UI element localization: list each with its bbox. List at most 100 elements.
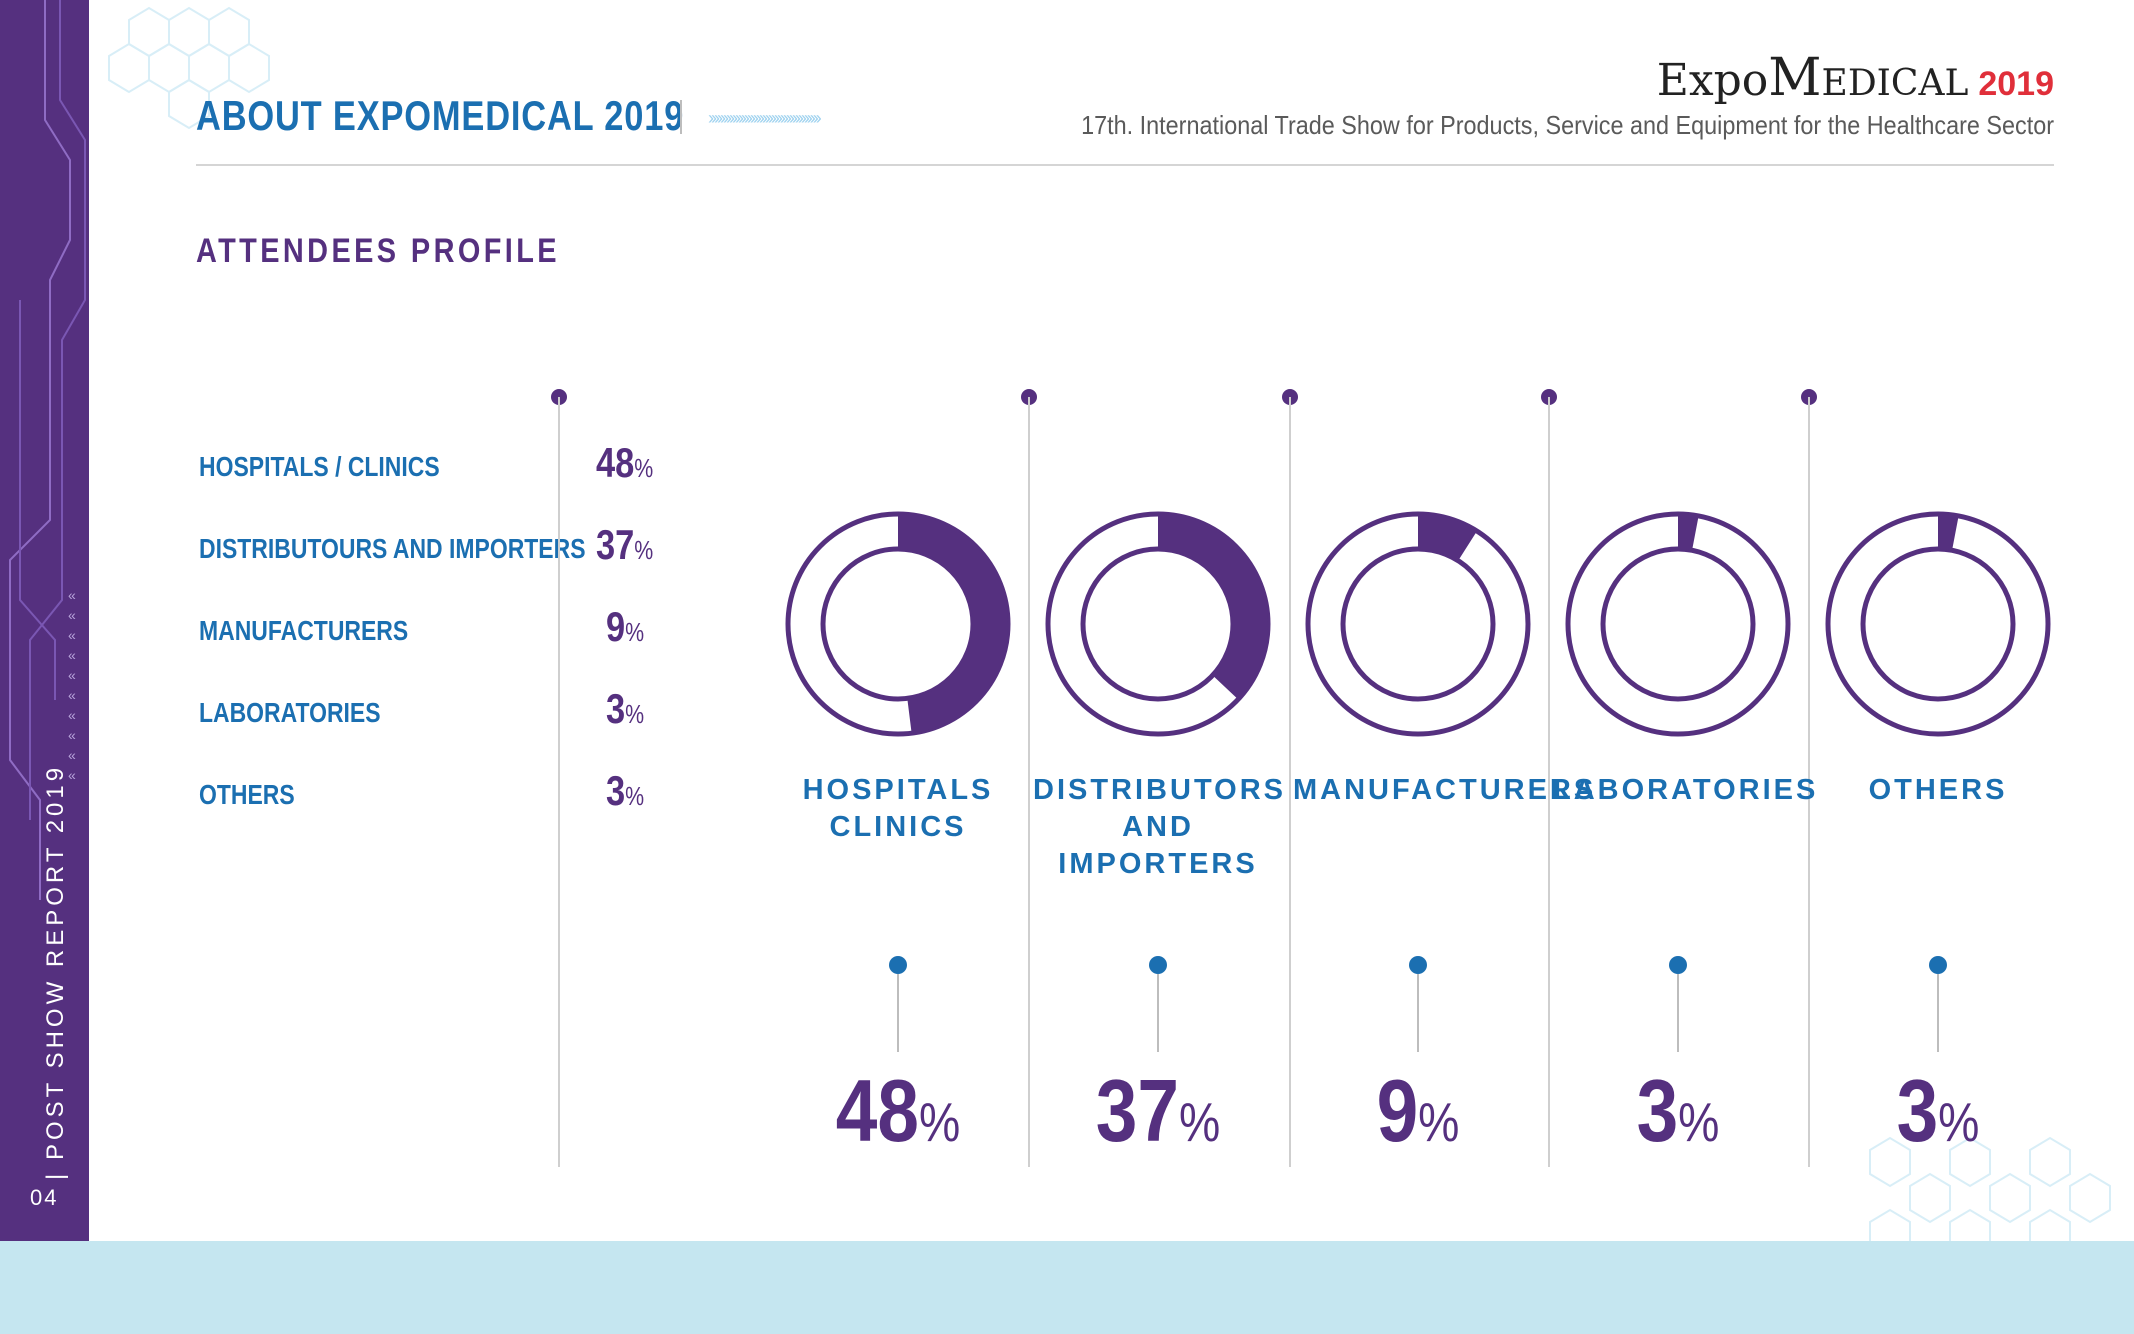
donut-slice [1308,514,1528,734]
list-value-number: 48 [596,439,635,486]
donut-inner-ring [820,546,976,702]
svg-text:«: « [68,767,76,783]
value-marker-dot [1669,956,1687,974]
list-value: 9% [606,603,644,651]
svg-text:«: « [68,607,76,623]
donut-label: LABORATORIES [1553,772,1819,809]
list-value-number: 9 [606,603,626,650]
svg-text:«: « [68,727,76,743]
hexagon-decoration-top [108,6,270,130]
donut-outer-ring [1305,511,1531,737]
donut-value: 3% [1572,1060,1785,1162]
list-label: MANUFACTURERS [199,615,409,646]
donut-value: 37% [1052,1060,1265,1162]
list-value-unit: % [634,453,654,483]
list-label: DISTRIBUTOURS AND IMPORTERS [199,533,586,564]
list-value-unit: % [625,617,645,647]
header-subtitle: 17th. International Trade Show for Produ… [1081,110,2054,140]
expomedical-logo: ExpoMedical 2019 [1656,48,2054,108]
svg-text:«: « [68,647,76,663]
donut-chart [1305,511,1531,737]
donut-label-line: HOSPITALS [802,774,994,806]
list-value: 3% [606,685,644,733]
donut-value-unit: % [1178,1092,1221,1153]
column-divider-line [1548,397,1550,1167]
donut-value-number: 9 [1376,1061,1419,1160]
value-marker-dot [1929,956,1947,974]
list-label: OTHERS [199,779,295,810]
page-title: ABOUT EXPOMEDICAL 2019 [196,92,685,139]
value-marker-dot [1149,956,1167,974]
value-marker-stem [897,974,899,1052]
svg-text:«: « [68,687,76,703]
list-label: HOSPITALS / CLINICS [199,451,440,482]
donut-value-unit: % [1938,1092,1980,1153]
donut-slice [1568,514,1788,734]
donut-chart [1825,511,2051,737]
sidebar: « « « « « « « « « « |POST SHOW REPORT 2019 [0,0,89,1241]
donut-label-line: MANUFACTURERS [1293,774,1597,806]
donut-label-line: DISTRIBUTORS [1033,774,1286,806]
donut-value: 48% [792,1060,1005,1162]
value-marker-dot [1409,956,1427,974]
column-divider-line [1808,397,1810,1167]
chevron-arrows-icon: ››››››››››››››››››››››››››››››››››››› [708,108,822,128]
list-value-number: 3 [606,767,626,814]
header-divider [680,100,682,134]
donut-chart [1045,511,1271,737]
column-divider-line [1028,397,1030,1167]
circuit-decoration: « « « « « « « « « « [9,0,86,900]
donut-value-number: 48 [835,1061,919,1160]
donut-label: DISTRIBUTORS AND IMPORTERS [1033,772,1283,883]
value-marker-stem [1417,974,1419,1052]
svg-text:«: « [68,587,76,603]
list-value: 48% [596,439,653,487]
list-value-number: 3 [606,685,626,732]
donut-value-number: 3 [1636,1061,1679,1160]
value-marker-dot [889,956,907,974]
donut-label-line: OTHERS [1868,774,2008,806]
header-rule [196,164,2054,166]
donut-slice [1048,514,1268,734]
donut-chart [785,511,1011,737]
donut-inner-ring [1080,546,1236,702]
report-vertical-label: |POST SHOW REPORT 2019 [42,763,69,1180]
column-divider-line [1289,397,1291,1167]
section-title: ATTENDEES PROFILE [196,232,560,270]
donut-label: OTHERS [1813,772,2063,809]
svg-text:«: « [68,707,76,723]
list-label: LABORATORIES [199,697,381,728]
value-marker-stem [1677,974,1679,1052]
list-value-unit: % [634,535,654,565]
list-value-unit: % [625,699,645,729]
donut-value-number: 3 [1896,1061,1939,1160]
donut-value-unit: % [1418,1092,1460,1153]
donut-label-line: LABORATORIES [1553,774,1819,806]
donut-value-unit: % [1678,1092,1720,1153]
donut-label: HOSPITALS CLINICS [773,772,1023,846]
donut-slice [1828,514,2048,734]
footer-band [0,1241,2134,1334]
donut-value-unit: % [918,1092,961,1153]
list-value: 37% [596,521,653,569]
svg-text:«: « [68,747,76,763]
donut-value: 3% [1832,1060,2045,1162]
page-number: 04 [30,1185,59,1210]
donut-inner-ring [1860,546,2016,702]
donut-label: MANUFACTURERS [1293,772,1597,809]
list-divider-line [558,397,560,1167]
donut-value-number: 37 [1095,1061,1179,1160]
svg-text:«: « [68,667,76,683]
list-value: 3% [606,767,644,815]
list-value-number: 37 [596,521,635,568]
donut-value: 9% [1312,1060,1525,1162]
svg-text:«: « [68,627,76,643]
donut-inner-ring [1340,546,1496,702]
value-marker-stem [1937,974,1939,1052]
list-value-unit: % [625,781,645,811]
donut-chart [1565,511,1791,737]
donut-inner-ring [1600,546,1756,702]
value-marker-stem [1157,974,1159,1052]
donut-label-line: AND IMPORTERS [1058,811,1258,880]
donut-slice [788,514,1008,734]
